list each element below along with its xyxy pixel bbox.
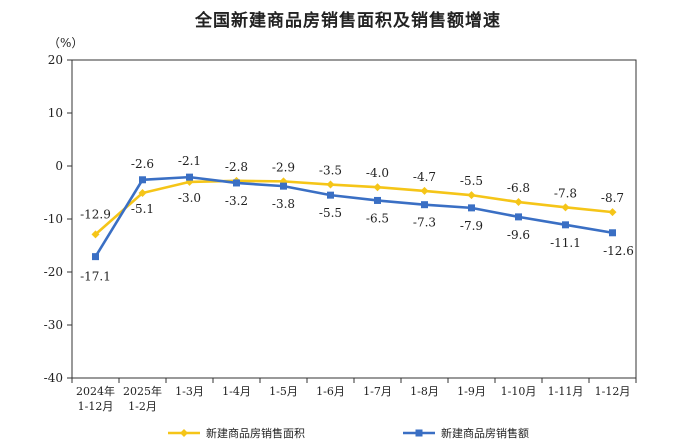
series-line-2	[94, 175, 613, 258]
series-point	[374, 196, 381, 204]
series-point	[608, 208, 617, 217]
series-point	[327, 191, 334, 199]
data-label-sales: -9.6	[507, 228, 530, 242]
data-label-area: -4.7	[413, 170, 436, 184]
data-label-sales: -17.1	[80, 270, 111, 284]
x-tick-label: 1-12月	[595, 385, 631, 398]
data-label-area: -2.9	[272, 160, 295, 174]
x-tick-label: 1-4月	[222, 385, 251, 398]
data-label-area: -4.0	[366, 166, 389, 180]
x-tick-label: 1-10月	[501, 385, 537, 398]
series-point	[139, 176, 146, 184]
series-point	[421, 201, 428, 209]
x-tick-label: 1-6月	[316, 385, 345, 398]
data-label-sales: -5.5	[319, 206, 342, 220]
plot-frame	[71, 59, 637, 379]
legend-label: 新建商品房销售额	[441, 426, 529, 439]
data-label-area: -5.1	[131, 202, 154, 216]
data-label-area: -3.5	[319, 164, 342, 178]
x-tick-label: 1-5月	[269, 385, 298, 398]
x-tick-label: 1-11月	[548, 385, 584, 398]
series-point	[468, 204, 475, 212]
y-tick-label: -40	[44, 371, 63, 385]
y-tick-label: 20	[48, 53, 63, 67]
series-point	[515, 213, 522, 221]
legend-label: 新建商品房销售面积	[206, 426, 305, 439]
y-tick-label: -10	[44, 212, 63, 226]
data-label-sales: -11.1	[550, 236, 581, 250]
data-label-sales: -12.6	[603, 244, 634, 258]
data-label-area: -6.8	[507, 181, 530, 195]
series-point	[233, 179, 240, 187]
legend-swatch-marker	[415, 429, 423, 437]
y-tick-label: 10	[48, 106, 63, 120]
y-axis-unit: （%）	[48, 36, 84, 50]
data-label-sales: -7.9	[460, 219, 483, 233]
data-label-area: -7.8	[554, 186, 577, 200]
data-label-sales: -3.2	[225, 194, 248, 208]
series-point	[92, 253, 99, 261]
x-tick-label: 1-12月	[78, 400, 114, 413]
series-point	[467, 191, 476, 200]
chart-title: 全国新建商品房销售面积及销售额增速	[195, 11, 501, 31]
series-point	[373, 183, 382, 192]
x-tick-label: 1-7月	[363, 385, 392, 398]
data-label-area: -8.7	[601, 191, 624, 205]
series-point	[91, 230, 100, 239]
x-tick-label: 2025年	[123, 384, 162, 398]
series-point	[138, 189, 147, 198]
x-tick-label: 1-8月	[410, 385, 439, 398]
series-point	[186, 173, 193, 181]
y-tick-label: 0	[55, 159, 63, 173]
data-label-area: -3.0	[178, 191, 201, 205]
data-label-sales: -2.6	[131, 157, 154, 171]
x-tick-label: 2024年	[76, 384, 115, 398]
x-tick-label: 1-3月	[175, 385, 204, 398]
series-point	[280, 182, 287, 190]
data-label-area: -12.9	[80, 207, 111, 221]
y-tick-label: -30	[44, 318, 63, 332]
series-point	[326, 180, 335, 189]
x-tick-label: 1-2月	[128, 400, 157, 413]
series-point	[561, 203, 570, 212]
series-point	[514, 198, 523, 207]
data-label-area: -5.5	[460, 174, 483, 188]
y-tick-label: -20	[44, 265, 63, 279]
data-label-sales: -2.1	[178, 154, 201, 168]
data-label-sales: -7.3	[413, 216, 436, 230]
series-line-1	[94, 179, 613, 236]
legend-swatch-marker	[180, 429, 188, 437]
series-point	[562, 221, 569, 229]
series-point	[420, 186, 429, 195]
data-label-sales: -6.5	[366, 211, 389, 225]
x-tick-label: 1-9月	[457, 385, 486, 398]
data-label-area: -2.8	[225, 160, 248, 174]
series-point	[609, 229, 616, 237]
data-label-sales: -3.8	[272, 197, 295, 211]
